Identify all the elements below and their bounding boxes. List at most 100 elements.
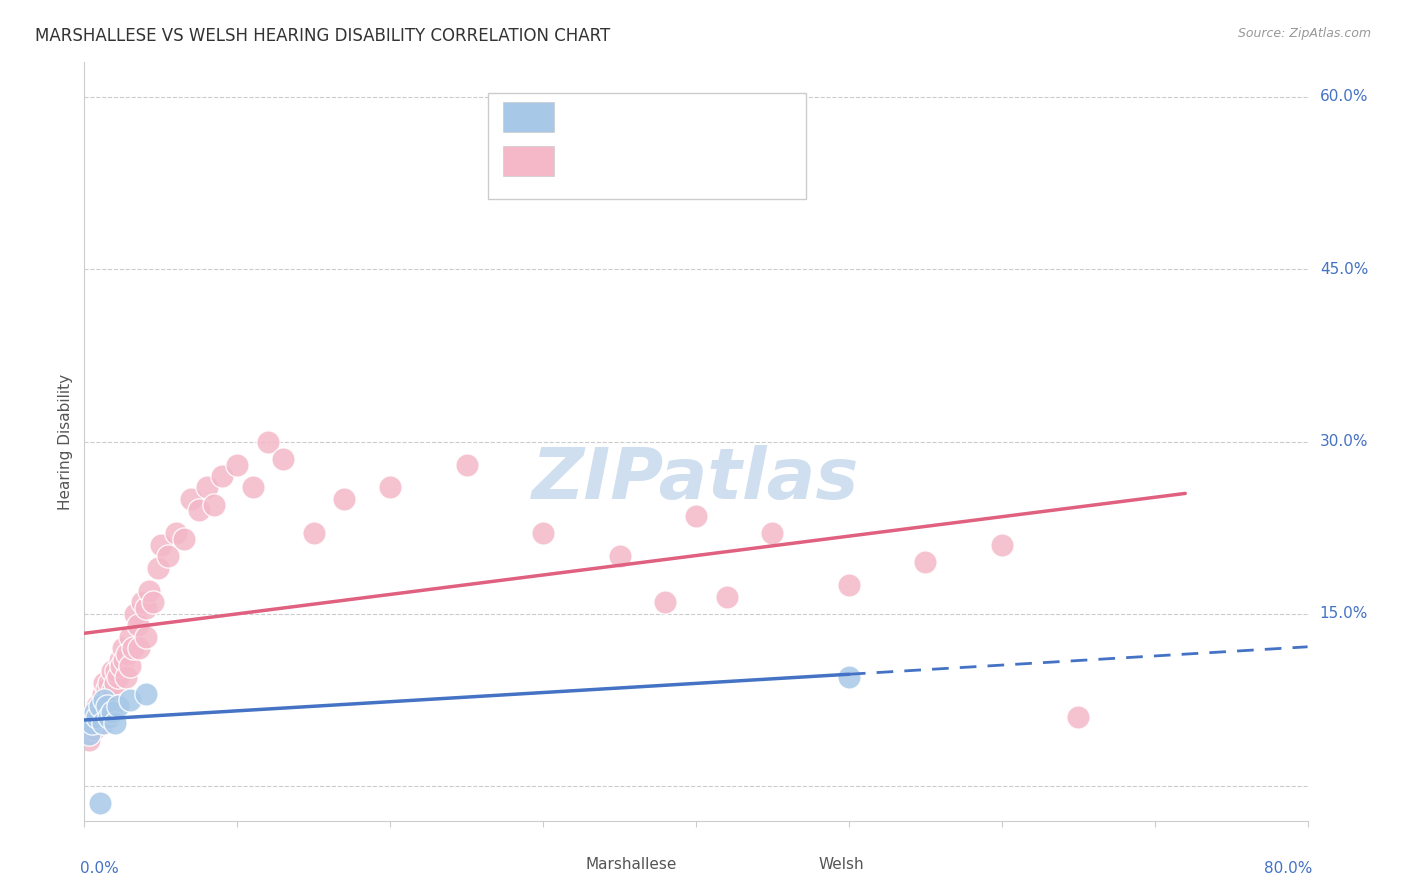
Point xyxy=(165,526,187,541)
Point xyxy=(96,698,118,713)
Point xyxy=(89,698,111,713)
Point xyxy=(135,687,157,701)
Point xyxy=(122,641,145,656)
Text: 60.0%: 60.0% xyxy=(1320,89,1368,104)
Point xyxy=(104,716,127,731)
Text: 45.0%: 45.0% xyxy=(1320,261,1368,277)
Point xyxy=(654,595,676,609)
Point xyxy=(991,538,1014,552)
FancyBboxPatch shape xyxy=(503,145,554,177)
Point xyxy=(105,665,128,679)
Point xyxy=(135,601,157,615)
Point xyxy=(91,687,114,701)
Point xyxy=(84,705,107,719)
Point xyxy=(142,595,165,609)
Point xyxy=(93,693,115,707)
Point xyxy=(90,698,112,713)
Point xyxy=(101,705,124,719)
Point xyxy=(93,716,115,731)
Point xyxy=(120,630,142,644)
Point xyxy=(91,716,114,731)
Point xyxy=(111,641,134,656)
Text: Source: ZipAtlas.com: Source: ZipAtlas.com xyxy=(1237,27,1371,40)
Point xyxy=(127,618,149,632)
Point xyxy=(685,509,707,524)
Point xyxy=(96,705,118,719)
Point xyxy=(98,693,121,707)
Point xyxy=(89,710,111,724)
Point xyxy=(456,458,478,472)
Point xyxy=(87,705,110,719)
Point xyxy=(173,532,195,546)
Point xyxy=(124,607,146,621)
Point xyxy=(202,498,225,512)
Point xyxy=(120,658,142,673)
Point xyxy=(93,675,115,690)
Point xyxy=(1067,710,1090,724)
Point xyxy=(333,491,356,506)
Text: 0.0%: 0.0% xyxy=(80,861,118,876)
Point xyxy=(86,698,108,713)
Point xyxy=(131,595,153,609)
Text: Marshallese: Marshallese xyxy=(586,857,678,872)
Point xyxy=(135,630,157,644)
Point xyxy=(84,716,107,731)
Point xyxy=(96,681,118,696)
Point xyxy=(157,549,180,564)
Point xyxy=(89,797,111,811)
Point xyxy=(114,670,136,684)
FancyBboxPatch shape xyxy=(763,854,810,876)
Text: N = 66: N = 66 xyxy=(681,153,738,169)
Point xyxy=(107,670,129,684)
Point xyxy=(80,716,103,731)
Point xyxy=(180,491,202,506)
Text: MARSHALLESE VS WELSH HEARING DISABILITY CORRELATION CHART: MARSHALLESE VS WELSH HEARING DISABILITY … xyxy=(35,27,610,45)
Point xyxy=(716,590,738,604)
Point xyxy=(128,641,150,656)
Y-axis label: Hearing Disability: Hearing Disability xyxy=(58,374,73,509)
FancyBboxPatch shape xyxy=(531,854,578,876)
Point xyxy=(914,555,936,569)
Point xyxy=(609,549,631,564)
Point xyxy=(226,458,249,472)
Point xyxy=(97,710,120,724)
Point xyxy=(195,481,218,495)
Point xyxy=(80,710,103,724)
Text: N = 16: N = 16 xyxy=(681,110,737,125)
Point xyxy=(110,658,132,673)
Point xyxy=(257,434,280,449)
Point xyxy=(146,561,169,575)
Point xyxy=(108,653,131,667)
Point xyxy=(302,526,325,541)
Point xyxy=(112,653,135,667)
Text: 80.0%: 80.0% xyxy=(1264,861,1312,876)
Text: 15.0%: 15.0% xyxy=(1320,607,1368,622)
Text: R = 0.523: R = 0.523 xyxy=(569,153,654,169)
Point xyxy=(77,733,100,747)
Point xyxy=(761,526,783,541)
Point xyxy=(138,583,160,598)
Point xyxy=(120,693,142,707)
FancyBboxPatch shape xyxy=(503,102,554,132)
Point xyxy=(107,698,129,713)
Point xyxy=(103,681,125,696)
Point xyxy=(97,675,120,690)
Point xyxy=(531,526,554,541)
Point xyxy=(94,693,117,707)
Point xyxy=(115,647,138,661)
Point xyxy=(838,578,860,592)
Point xyxy=(838,670,860,684)
Point xyxy=(86,710,108,724)
FancyBboxPatch shape xyxy=(488,93,806,199)
Text: ZIPatlas: ZIPatlas xyxy=(533,445,859,514)
Point xyxy=(380,481,402,495)
Point xyxy=(149,538,172,552)
Point xyxy=(211,469,233,483)
Point xyxy=(242,481,264,495)
Text: R = 0.482: R = 0.482 xyxy=(569,110,654,125)
Point xyxy=(83,722,105,736)
Point xyxy=(101,665,124,679)
Point xyxy=(77,727,100,741)
Point xyxy=(271,451,294,466)
Text: 30.0%: 30.0% xyxy=(1320,434,1368,449)
